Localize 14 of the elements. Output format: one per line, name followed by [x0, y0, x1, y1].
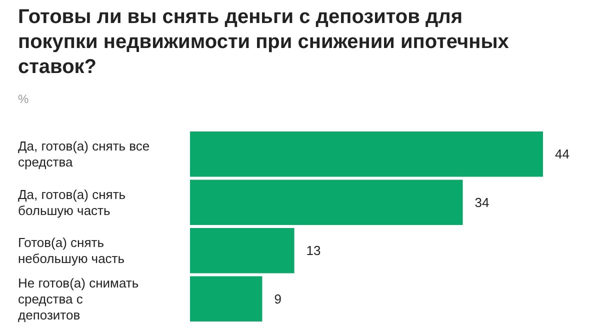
data-label: 9	[274, 291, 282, 306]
y-tick-label: Да, готов(а) снять все средства	[18, 138, 154, 170]
data-label: 13	[306, 243, 321, 258]
bar	[190, 276, 262, 322]
data-label: 44	[555, 146, 570, 162]
data-label: 34	[474, 194, 490, 210]
bar	[190, 228, 294, 274]
y-tick-label: Да, готов(а) снять большую часть	[18, 186, 130, 218]
bar	[190, 180, 463, 226]
y-tick-label: Не готов(а) снимать средства с депозитов	[18, 275, 142, 322]
bar	[190, 131, 543, 177]
y-tick-label: Готов(а) снять небольшую часть	[18, 235, 125, 266]
text: %	[18, 92, 29, 106]
chart-title: Готовы ли вы снять деньги с депозитов для покупки недвижимости при снижении ипотечных ставок?	[18, 5, 510, 80]
